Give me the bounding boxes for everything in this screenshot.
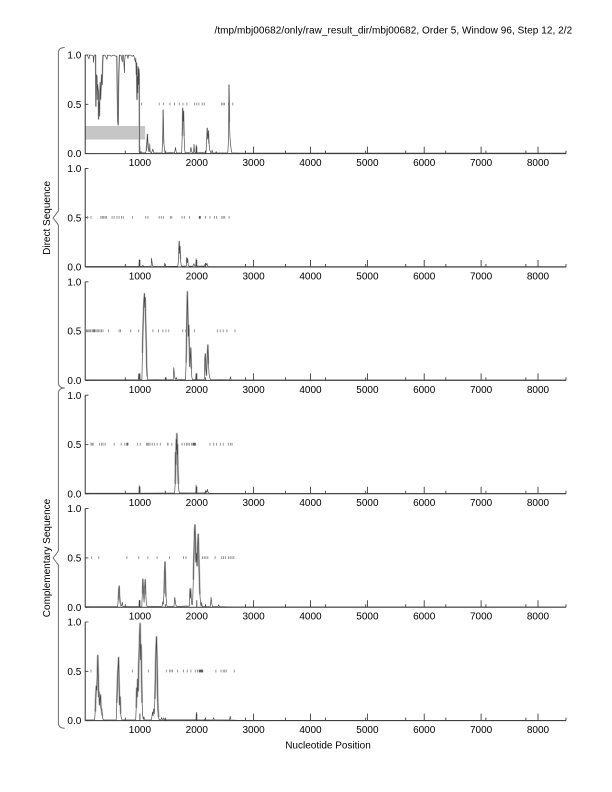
- svg-text:7000: 7000: [470, 385, 493, 396]
- svg-text:Direct Sequence: Direct Sequence: [42, 180, 53, 254]
- svg-text:5000: 5000: [356, 725, 379, 736]
- svg-text:4000: 4000: [299, 725, 322, 736]
- svg-text:5000: 5000: [356, 385, 379, 396]
- svg-text:Complementary Sequence: Complementary Sequence: [42, 498, 53, 617]
- svg-text:4000: 4000: [299, 158, 322, 169]
- svg-text:4000: 4000: [299, 612, 322, 623]
- svg-text:1000: 1000: [129, 158, 152, 169]
- svg-text:5000: 5000: [356, 498, 379, 509]
- svg-text:6000: 6000: [413, 385, 436, 396]
- svg-text:4000: 4000: [299, 385, 322, 396]
- svg-text:1.0: 1.0: [67, 618, 81, 629]
- svg-text:1.0: 1.0: [67, 504, 81, 515]
- svg-text:1000: 1000: [129, 385, 152, 396]
- svg-text:6000: 6000: [413, 725, 436, 736]
- svg-text:0.0: 0.0: [67, 149, 81, 160]
- svg-text:0.5: 0.5: [67, 554, 81, 565]
- svg-text:7000: 7000: [470, 271, 493, 282]
- svg-text:3000: 3000: [242, 612, 265, 623]
- svg-text:3000: 3000: [242, 385, 265, 396]
- svg-text:1.0: 1.0: [67, 277, 81, 288]
- svg-text:0.5: 0.5: [67, 100, 81, 111]
- svg-text:0.5: 0.5: [67, 327, 81, 338]
- svg-text:3000: 3000: [242, 498, 265, 509]
- svg-text:7000: 7000: [470, 725, 493, 736]
- svg-text:3000: 3000: [242, 158, 265, 169]
- svg-text:/tmp/mbj00682/only/raw_result_: /tmp/mbj00682/only/raw_result_dir/mbj006…: [215, 26, 573, 37]
- svg-text:0.5: 0.5: [67, 213, 81, 224]
- svg-text:8000: 8000: [527, 612, 550, 623]
- svg-text:5000: 5000: [356, 158, 379, 169]
- svg-text:0.0: 0.0: [67, 603, 81, 614]
- svg-text:2000: 2000: [186, 612, 209, 623]
- svg-text:3000: 3000: [242, 271, 265, 282]
- svg-text:1.0: 1.0: [67, 391, 81, 402]
- svg-text:6000: 6000: [413, 498, 436, 509]
- svg-text:6000: 6000: [413, 158, 436, 169]
- svg-text:0.0: 0.0: [67, 716, 81, 727]
- svg-text:5000: 5000: [356, 612, 379, 623]
- svg-text:2000: 2000: [186, 725, 209, 736]
- svg-text:2000: 2000: [186, 158, 209, 169]
- svg-text:4000: 4000: [299, 271, 322, 282]
- svg-text:1000: 1000: [129, 271, 152, 282]
- svg-text:6000: 6000: [413, 612, 436, 623]
- svg-text:8000: 8000: [527, 158, 550, 169]
- svg-text:0.0: 0.0: [67, 489, 81, 500]
- svg-text:2000: 2000: [186, 271, 209, 282]
- svg-text:1.0: 1.0: [67, 51, 81, 62]
- svg-text:5000: 5000: [356, 271, 379, 282]
- svg-text:1000: 1000: [129, 498, 152, 509]
- svg-text:Nucleotide Position: Nucleotide Position: [285, 741, 371, 752]
- svg-text:8000: 8000: [527, 385, 550, 396]
- svg-text:0.5: 0.5: [67, 667, 81, 678]
- svg-text:1.0: 1.0: [67, 164, 81, 175]
- svg-text:0.0: 0.0: [67, 376, 81, 387]
- svg-text:1000: 1000: [129, 725, 152, 736]
- svg-text:0.0: 0.0: [67, 263, 81, 274]
- svg-text:4000: 4000: [299, 498, 322, 509]
- svg-text:8000: 8000: [527, 725, 550, 736]
- svg-text:2000: 2000: [186, 498, 209, 509]
- svg-text:1000: 1000: [129, 612, 152, 623]
- svg-text:7000: 7000: [470, 498, 493, 509]
- svg-text:2000: 2000: [186, 385, 209, 396]
- svg-text:7000: 7000: [470, 158, 493, 169]
- svg-text:6000: 6000: [413, 271, 436, 282]
- svg-text:0.5: 0.5: [67, 440, 81, 451]
- svg-text:7000: 7000: [470, 612, 493, 623]
- svg-text:3000: 3000: [242, 725, 265, 736]
- svg-text:8000: 8000: [527, 271, 550, 282]
- svg-text:8000: 8000: [527, 498, 550, 509]
